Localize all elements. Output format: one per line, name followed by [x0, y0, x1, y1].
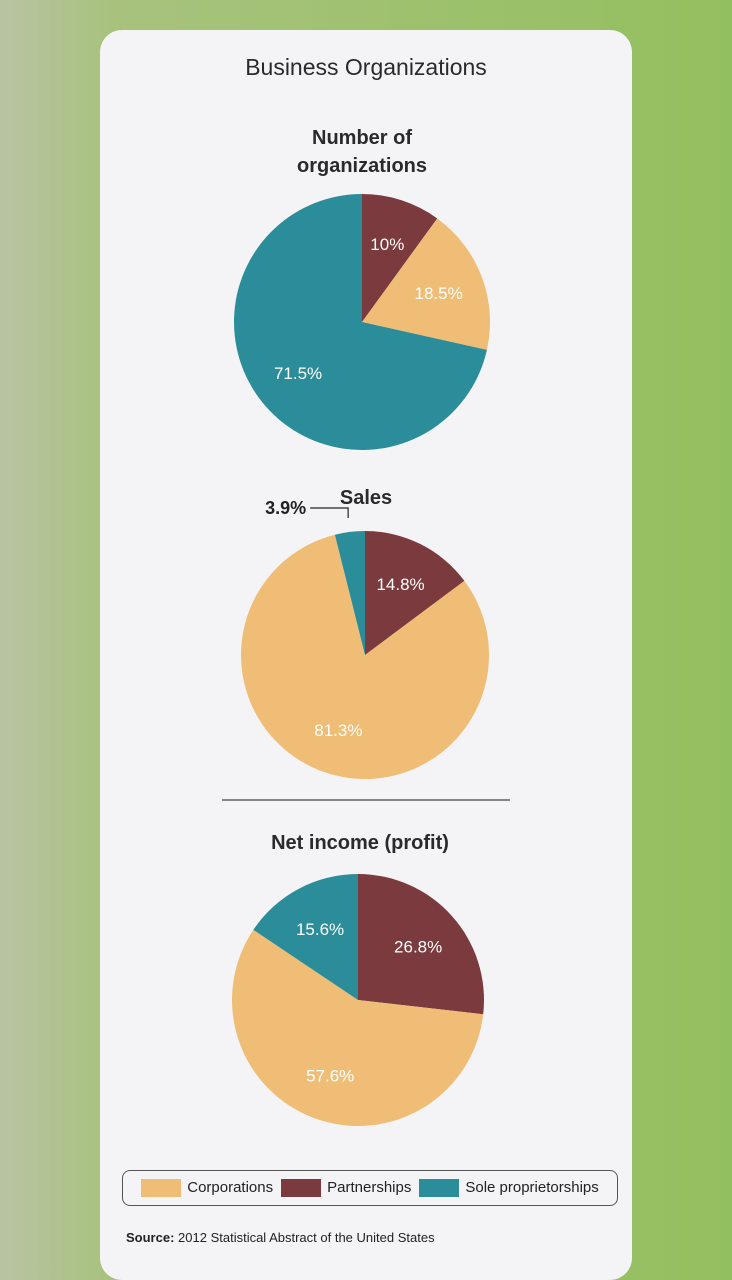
legend-label: Sole proprietorships — [465, 1178, 599, 1196]
data-label: 3.9% — [265, 498, 306, 518]
pie-slice — [253, 874, 358, 1000]
chart-title: Sales — [339, 487, 393, 509]
pie-slice — [365, 531, 465, 655]
data-label: 10% — [370, 235, 404, 254]
pie-slice — [232, 929, 484, 1126]
data-label: 15.6% — [296, 920, 344, 939]
source-label: Source: — [126, 1230, 175, 1245]
data-label: 14.8% — [376, 575, 424, 594]
legend-label: Partnerships — [327, 1178, 412, 1196]
pie-slice — [362, 194, 438, 322]
chart-title: Net income (profit) — [271, 832, 449, 854]
data-label: 71.5% — [274, 364, 322, 383]
legend-swatch — [281, 1179, 322, 1198]
pie-slice — [362, 218, 490, 350]
legend: Corporations Partnerships Sole proprietors… — [122, 1170, 618, 1206]
legend-item: Partnerships — [281, 1178, 412, 1198]
data-label: 18.5% — [415, 284, 463, 303]
pie-slice — [358, 874, 484, 1015]
pie-slice — [240, 534, 489, 779]
page-title: Business Organizations — [245, 54, 487, 80]
legend-item: Sole proprietorships — [419, 1178, 599, 1198]
data-label: 57.6% — [306, 1067, 354, 1086]
source-note: Source: 2012 Statistical Abstract of the… — [126, 1230, 435, 1245]
chart-title: Number of organizations — [296, 127, 427, 177]
source-text: 2012 Statistical Abstract of the United … — [178, 1230, 435, 1245]
leader-line — [310, 507, 349, 519]
legend-swatch — [141, 1179, 182, 1198]
legend-swatch — [419, 1179, 460, 1198]
data-label: 26.8% — [394, 937, 442, 956]
pie-slice — [334, 531, 365, 655]
data-label: 81.3% — [314, 721, 362, 740]
pie-slice — [234, 194, 487, 450]
legend-label: Corporations — [187, 1178, 274, 1196]
legend-item: Corporations — [141, 1178, 274, 1198]
